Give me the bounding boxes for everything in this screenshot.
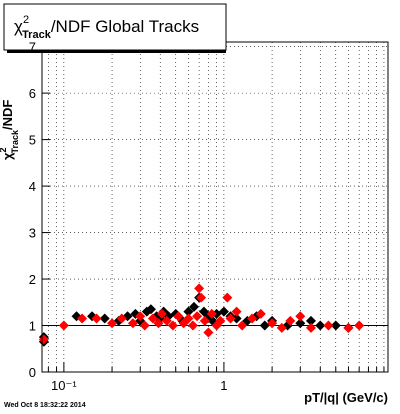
x-axis-label: pT/|q| (GeV/c) (304, 390, 388, 405)
point (203, 327, 214, 338)
point (237, 320, 248, 331)
title-symbol: χ (14, 17, 23, 36)
point (222, 292, 233, 303)
point (247, 313, 258, 324)
point (58, 320, 69, 331)
point (161, 315, 172, 326)
point (167, 320, 178, 331)
point (231, 306, 242, 317)
point (145, 304, 156, 315)
point (135, 311, 146, 322)
point (91, 313, 102, 324)
x-tick-label: 10⁻¹ (51, 378, 77, 393)
point (192, 311, 203, 322)
point (354, 320, 365, 331)
point (305, 315, 316, 326)
plot-area (38, 42, 388, 373)
point (107, 318, 118, 329)
point (285, 315, 296, 326)
y-tick-label: 5 (29, 133, 36, 148)
y-label-symbol: χ (0, 152, 15, 160)
point (153, 318, 164, 329)
point (295, 318, 306, 329)
point (206, 308, 217, 319)
y-tick-label: 6 (29, 86, 36, 101)
title-rest: /NDF Global Tracks (51, 17, 199, 36)
point (215, 315, 226, 326)
point (116, 313, 127, 324)
y-tick-label: 0 (29, 365, 36, 380)
point (183, 313, 194, 324)
point (330, 320, 341, 331)
point (156, 308, 167, 319)
point (183, 306, 194, 317)
point (255, 308, 266, 319)
point (77, 313, 88, 324)
chart-title: χ2 Track/NDF Global Tracks (14, 14, 199, 41)
point (343, 322, 354, 333)
y-label-sup: 2 (0, 148, 8, 153)
point (323, 320, 334, 331)
point (139, 320, 150, 331)
x-tick-label: 1 (220, 378, 227, 393)
point (127, 318, 138, 329)
point (194, 283, 205, 294)
point (173, 311, 184, 322)
y-label-rest: /NDF (0, 100, 15, 130)
point (99, 313, 110, 324)
y-label-sub: Track (10, 129, 20, 154)
title-box (3, 3, 227, 51)
y-tick-label: 4 (29, 179, 36, 194)
point (199, 315, 210, 326)
point (295, 311, 306, 322)
timestamp: Wed Oct 8 18:32:22 2014 (4, 402, 86, 409)
point (38, 334, 49, 345)
y-tick-label: 3 (29, 226, 36, 241)
point (218, 306, 229, 317)
point (267, 318, 278, 329)
y-tick-label: 7 (29, 40, 36, 55)
y-tick-label: 1 (29, 319, 36, 334)
point (231, 313, 242, 324)
point (315, 320, 326, 331)
point (187, 320, 198, 331)
point (276, 322, 287, 333)
point (225, 313, 236, 324)
title-shadow (7, 50, 226, 53)
title-sub: Track (22, 29, 52, 41)
point (196, 292, 207, 303)
title-sup: 2 (23, 14, 29, 26)
point (305, 322, 316, 333)
y-tick-label: 2 (29, 272, 36, 287)
point (147, 313, 158, 324)
point (188, 301, 199, 312)
